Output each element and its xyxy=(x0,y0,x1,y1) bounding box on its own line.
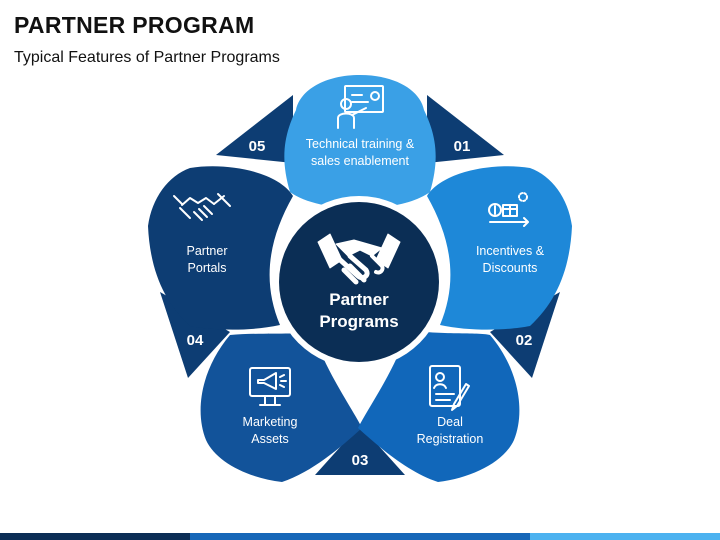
handshake-icon xyxy=(317,233,401,285)
trainer-presentation-icon xyxy=(337,85,384,129)
triangle-02-number: 02 xyxy=(516,332,533,349)
feature-04-line2: Assets xyxy=(251,432,289,446)
page-subtitle: Typical Features of Partner Programs xyxy=(14,49,280,66)
triangle-02: 02 xyxy=(490,292,560,378)
triangle-03: 03 xyxy=(315,425,405,475)
feature-card-04: Marketing Assets xyxy=(200,330,362,482)
page-title: PARTNER PROGRAM xyxy=(14,12,255,38)
feature-05-line1: Partner xyxy=(187,244,228,258)
bottom-bar-mid xyxy=(190,533,530,540)
petal-01-shape xyxy=(284,75,436,209)
feature-01-line2: sales enablement xyxy=(311,154,410,168)
center-hub: Partner Programs xyxy=(273,196,445,368)
petal-05-shape xyxy=(148,166,293,330)
triangle-04-shape xyxy=(160,292,230,378)
feature-04-line1: Marketing xyxy=(243,415,298,429)
bottom-bar-dark xyxy=(0,533,190,540)
feature-01-line1: Technical training & xyxy=(306,137,415,151)
center-title-line2: Programs xyxy=(319,312,398,331)
triangle-05-shape xyxy=(216,95,293,163)
bottom-color-bar xyxy=(0,533,720,540)
triangle-03-number: 03 xyxy=(352,452,369,469)
marketing-monitor-icon xyxy=(249,367,291,406)
triangle-04-number: 04 xyxy=(187,332,204,349)
feature-02-line2: Discounts xyxy=(483,261,538,275)
feature-05-line2: Portals xyxy=(188,261,227,275)
feature-card-02: Incentives & Discounts xyxy=(427,166,572,330)
triangle-02-shape xyxy=(490,292,560,378)
triangle-01-number: 01 xyxy=(454,138,471,155)
triangle-01: 01 xyxy=(427,95,504,163)
feature-02-line1: Incentives & xyxy=(476,244,545,258)
triangle-03-shape xyxy=(315,425,405,475)
feature-03-line2: Registration xyxy=(417,432,484,446)
incentives-icon xyxy=(488,192,529,227)
triangle-05: 05 xyxy=(216,95,293,163)
handshake-icon xyxy=(173,193,231,221)
triangle-04: 04 xyxy=(160,292,230,378)
center-title-line1: Partner xyxy=(329,290,389,309)
feature-card-01: Technical training & sales enablement xyxy=(284,75,436,209)
feature-card-05: Partner Portals xyxy=(148,166,293,330)
center-circle xyxy=(279,202,439,362)
petal-04-shape xyxy=(200,330,362,482)
registration-form-icon xyxy=(429,365,470,411)
feature-card-03: Deal Registration xyxy=(358,330,520,482)
triangle-05-number: 05 xyxy=(249,138,266,155)
petal-02-shape xyxy=(427,166,572,330)
triangle-01-shape xyxy=(427,95,504,163)
feature-03-line1: Deal xyxy=(437,415,463,429)
bottom-bar-light xyxy=(530,533,720,540)
